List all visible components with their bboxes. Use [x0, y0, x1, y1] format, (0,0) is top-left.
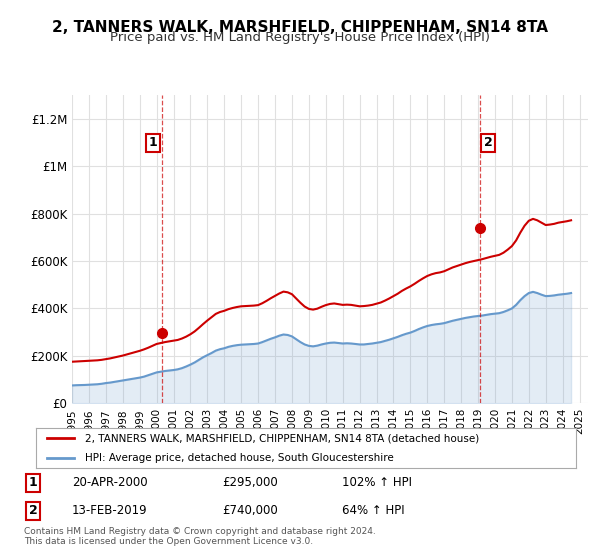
Text: 1: 1: [29, 476, 37, 489]
Text: 2: 2: [484, 136, 493, 149]
Text: 20-APR-2000: 20-APR-2000: [72, 476, 148, 489]
Text: 2, TANNERS WALK, MARSHFIELD, CHIPPENHAM, SN14 8TA (detached house): 2, TANNERS WALK, MARSHFIELD, CHIPPENHAM,…: [85, 433, 479, 443]
Text: Price paid vs. HM Land Registry's House Price Index (HPI): Price paid vs. HM Land Registry's House …: [110, 31, 490, 44]
Text: Contains HM Land Registry data © Crown copyright and database right 2024.
This d: Contains HM Land Registry data © Crown c…: [24, 526, 376, 546]
Text: £295,000: £295,000: [222, 476, 278, 489]
Text: HPI: Average price, detached house, South Gloucestershire: HPI: Average price, detached house, Sout…: [85, 453, 394, 463]
Text: 102% ↑ HPI: 102% ↑ HPI: [342, 476, 412, 489]
Text: 2: 2: [29, 504, 37, 517]
Text: £740,000: £740,000: [222, 504, 278, 517]
Text: 64% ↑ HPI: 64% ↑ HPI: [342, 504, 404, 517]
Text: 1: 1: [149, 136, 158, 149]
Text: 13-FEB-2019: 13-FEB-2019: [72, 504, 148, 517]
Text: 2, TANNERS WALK, MARSHFIELD, CHIPPENHAM, SN14 8TA: 2, TANNERS WALK, MARSHFIELD, CHIPPENHAM,…: [52, 20, 548, 35]
